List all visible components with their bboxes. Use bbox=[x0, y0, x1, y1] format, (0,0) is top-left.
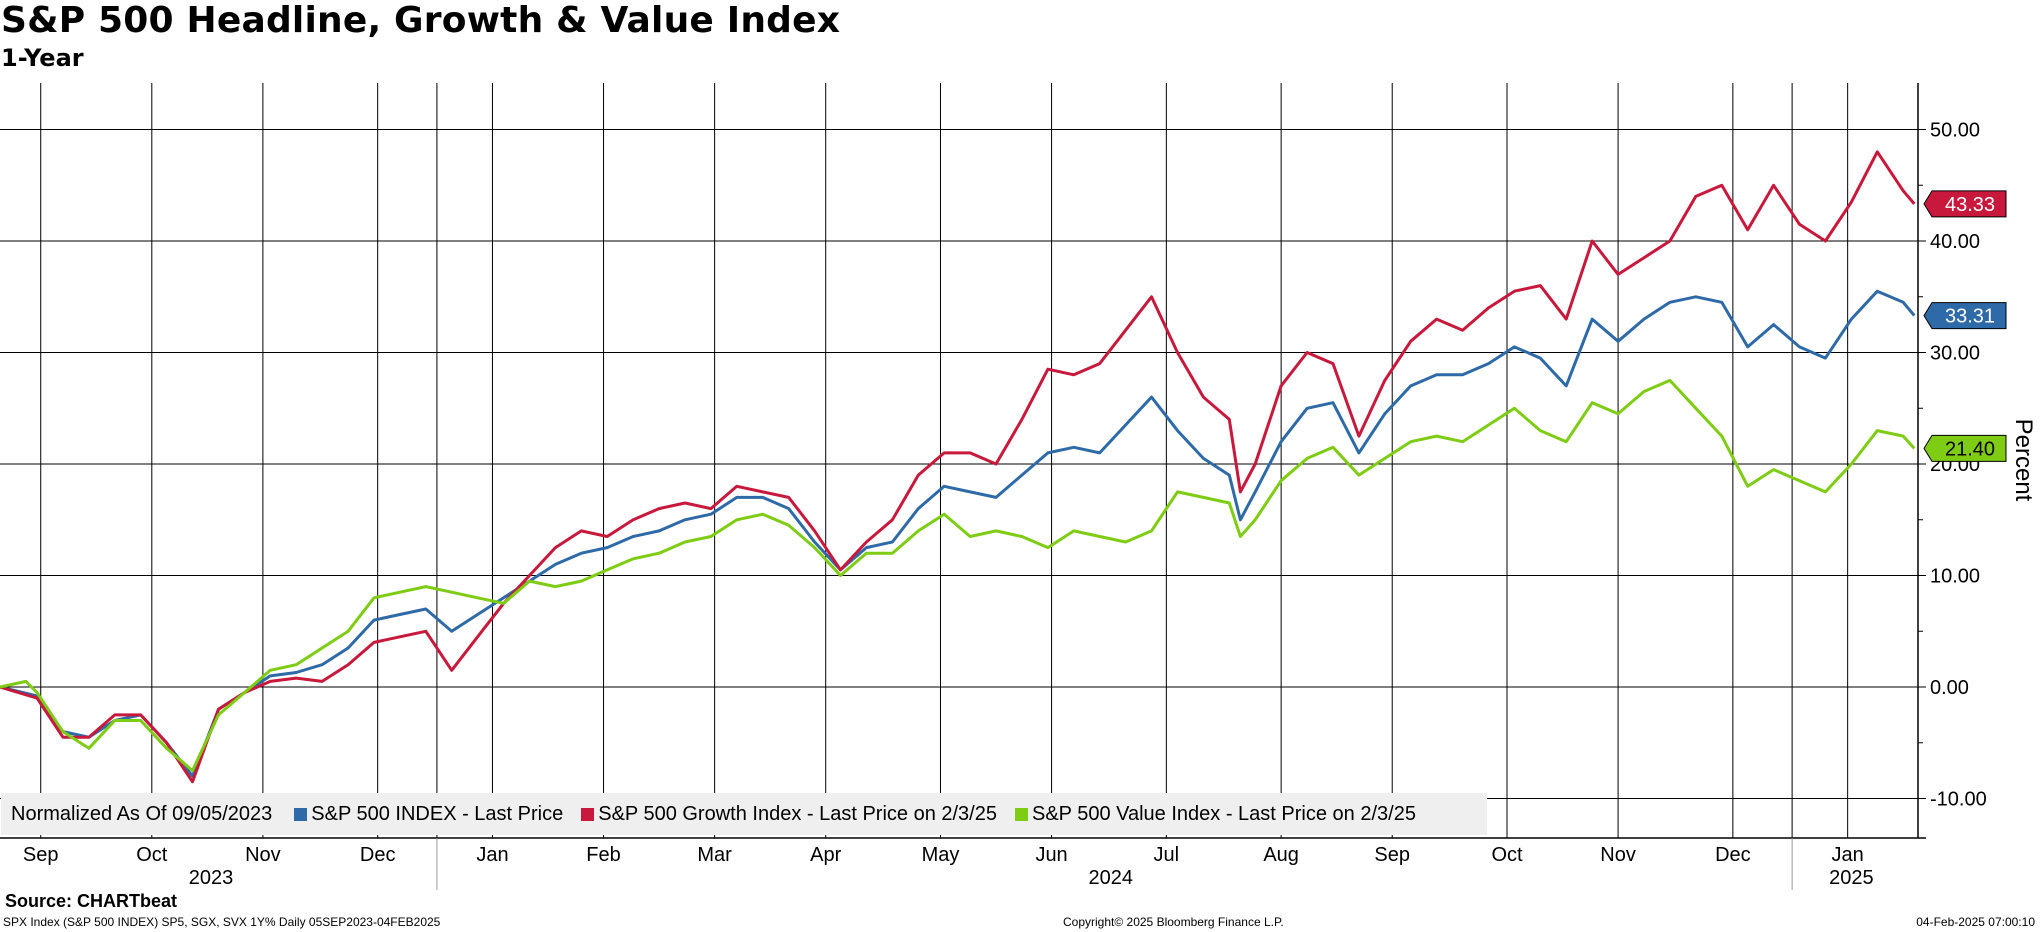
footer-ticker-info: SPX Index (S&P 500 INDEX) SP5, SGX, SVX … bbox=[3, 915, 441, 929]
last-value-label: 33.31 bbox=[1945, 306, 1995, 328]
y-tick-label: 50.00 bbox=[1930, 120, 1980, 142]
x-year-label: 2023 bbox=[189, 867, 234, 889]
legend-label-growth: S&P 500 Growth Index - Last Price on 2/3… bbox=[598, 802, 997, 825]
chart-title: S&P 500 Headline, Growth & Value Index bbox=[1, 0, 841, 41]
footer-copyright: Copyright© 2025 Bloomberg Finance L.P. bbox=[1063, 915, 1284, 929]
legend-label-value: S&P 500 Value Index - Last Price on 2/3/… bbox=[1031, 802, 1416, 825]
y-tick-label: 10.00 bbox=[1930, 566, 1980, 588]
series-line-0 bbox=[0, 289, 1916, 778]
x-month-label: Dec bbox=[360, 844, 396, 866]
last-value-label: 43.33 bbox=[1945, 194, 1995, 216]
footer-timestamp: 04-Feb-2025 07:00:10 bbox=[1916, 915, 2035, 929]
x-year-label: 2025 bbox=[1829, 867, 1874, 889]
last-value-label: 21.40 bbox=[1945, 438, 1995, 460]
legend-swatch-value bbox=[1014, 807, 1028, 821]
legend-note: Normalized As Of 09/05/2023 bbox=[11, 802, 273, 825]
x-month-label: Sep bbox=[1374, 844, 1410, 866]
x-month-label: Nov bbox=[1600, 844, 1636, 866]
chart-subtitle: 1-Year bbox=[1, 44, 84, 72]
last-value-flag bbox=[1923, 302, 2007, 330]
y-tick-label: 30.00 bbox=[1930, 343, 1980, 365]
legend-swatch-spx bbox=[294, 807, 308, 821]
y-tick-label: 0.00 bbox=[1930, 677, 1969, 699]
x-month-label: Jan bbox=[1832, 844, 1864, 866]
source-note: Source: CHARTbeat bbox=[5, 891, 178, 911]
y-tick-label: 40.00 bbox=[1930, 231, 1980, 253]
x-month-label: Oct bbox=[1491, 844, 1523, 866]
x-month-label: Jan bbox=[476, 844, 508, 866]
x-month-label: Jun bbox=[1035, 844, 1067, 866]
series-line-1 bbox=[0, 150, 1916, 784]
x-month-label: Mar bbox=[697, 844, 732, 866]
x-month-label: Apr bbox=[810, 844, 841, 866]
y-axis-title: Percent bbox=[2010, 419, 2037, 502]
series-line-2 bbox=[0, 378, 1916, 773]
x-month-label: May bbox=[922, 844, 960, 866]
x-month-label: Sep bbox=[23, 844, 59, 866]
x-month-label: Nov bbox=[245, 844, 281, 866]
x-year-label: 2024 bbox=[1089, 867, 1134, 889]
x-month-label: Feb bbox=[586, 844, 620, 866]
x-month-label: Dec bbox=[1715, 844, 1751, 866]
last-value-flag bbox=[1923, 190, 2007, 218]
x-month-label: Jul bbox=[1154, 844, 1180, 866]
legend: Normalized As Of 09/05/2023 S&P 500 INDE… bbox=[1, 793, 1487, 835]
gridlines bbox=[0, 83, 1918, 838]
legend-item-value: S&P 500 Value Index - Last Price on 2/3/… bbox=[1014, 802, 1416, 826]
axes bbox=[0, 83, 1926, 890]
y-tick-label: -10.00 bbox=[1930, 789, 1987, 811]
x-month-label: Aug bbox=[1263, 844, 1299, 866]
legend-item-spx: S&P 500 INDEX - Last Price bbox=[294, 803, 563, 826]
legend-swatch-growth bbox=[581, 807, 595, 821]
x-month-label: Oct bbox=[136, 844, 168, 866]
last-value-flag bbox=[1923, 434, 2007, 462]
legend-label-spx: S&P 500 INDEX - Last Price bbox=[311, 802, 564, 825]
series-lines bbox=[0, 150, 1916, 784]
legend-item-growth: S&P 500 Growth Index - Last Price on 2/3… bbox=[581, 803, 997, 826]
